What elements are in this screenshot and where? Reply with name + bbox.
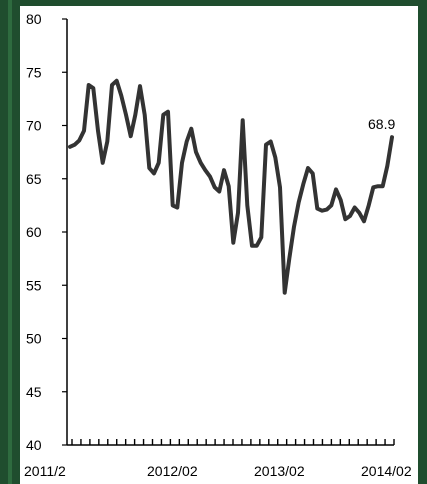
y-tick-label: 60 xyxy=(26,224,42,240)
chart-panel xyxy=(20,6,418,484)
x-tick-label: 2014/02 xyxy=(361,463,412,479)
data-points xyxy=(69,80,393,293)
frame-left-stripe xyxy=(8,0,12,484)
frame-top-border xyxy=(0,0,427,6)
y-tick-label: 80 xyxy=(26,11,42,27)
y-tick-label: 50 xyxy=(26,331,42,347)
y-tick-label: 75 xyxy=(26,64,42,80)
y-tick-label: 40 xyxy=(26,437,42,453)
x-tick-labels: 2011/2 2012/02 2013/02 2014/02 xyxy=(24,463,412,479)
x-tick-label: 2013/02 xyxy=(254,463,305,479)
y-tick-label: 55 xyxy=(26,277,42,293)
axes xyxy=(62,18,394,446)
frame-right-border xyxy=(418,0,427,484)
frame-left-border xyxy=(0,0,20,484)
y-tick-label: 45 xyxy=(26,384,42,400)
x-tick-label: 2011/2 xyxy=(24,463,66,479)
y-tick-label: 70 xyxy=(26,118,42,134)
end-value-label: 68.9 xyxy=(368,116,395,132)
y-tick-label: 65 xyxy=(26,171,42,187)
x-ticks xyxy=(71,439,395,445)
x-tick-label: 2012/02 xyxy=(147,463,198,479)
y-tick-labels: 80 75 70 65 60 55 50 45 40 xyxy=(26,11,42,453)
series-line xyxy=(68,78,394,295)
